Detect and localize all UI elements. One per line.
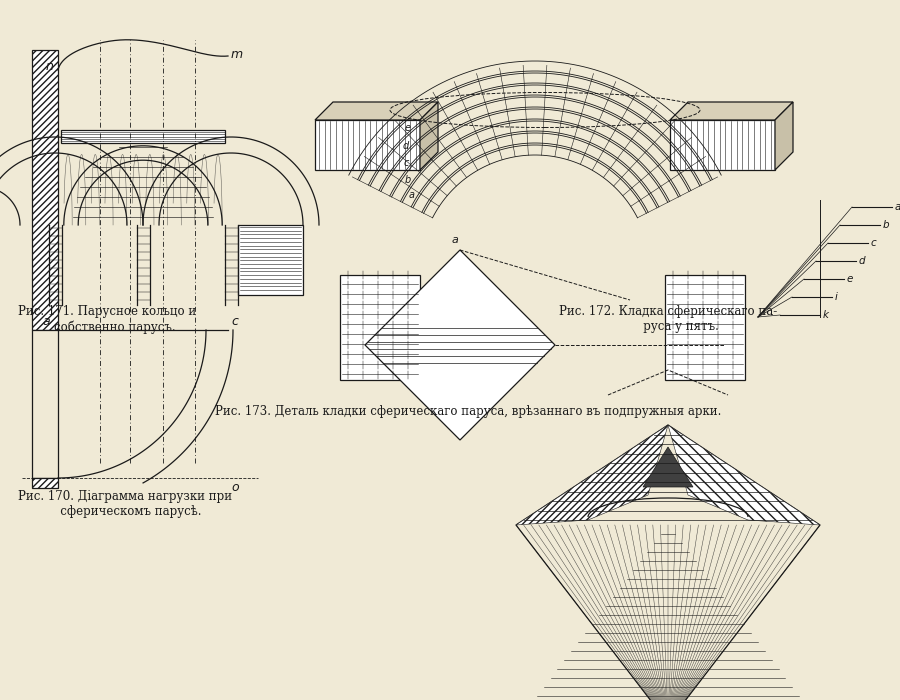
Text: e: e — [404, 123, 410, 133]
Polygon shape — [516, 425, 820, 700]
Text: a: a — [452, 235, 458, 245]
Polygon shape — [670, 102, 793, 120]
Text: Рис. 172. Кладка сферическаго па-
       руса у пятъ.: Рис. 172. Кладка сферическаго па- руса у… — [559, 305, 777, 333]
Polygon shape — [238, 225, 302, 295]
Text: d: d — [402, 141, 409, 151]
Text: b: b — [883, 220, 889, 230]
Text: c: c — [871, 238, 877, 248]
Text: k: k — [823, 310, 829, 320]
Polygon shape — [670, 120, 775, 170]
Polygon shape — [315, 120, 420, 170]
Polygon shape — [32, 50, 58, 330]
Polygon shape — [315, 102, 438, 120]
Text: Рис. 170. Діаграмма нагрузки при
   сферическомъ парусѣ.: Рис. 170. Діаграмма нагрузки при сфериче… — [18, 490, 232, 518]
Text: d: d — [859, 256, 866, 266]
Text: m: m — [231, 48, 243, 62]
Polygon shape — [775, 102, 793, 170]
Text: b: b — [404, 174, 410, 185]
Polygon shape — [32, 330, 58, 478]
Text: o: o — [231, 481, 239, 494]
Text: Рис. 171. Парусное кольцо и
    собственно парусъ.: Рис. 171. Парусное кольцо и собственно п… — [18, 305, 196, 334]
Text: a: a — [895, 202, 900, 212]
Polygon shape — [61, 130, 225, 143]
Polygon shape — [665, 275, 745, 380]
Polygon shape — [420, 102, 438, 170]
Polygon shape — [340, 275, 420, 380]
Polygon shape — [365, 250, 555, 440]
Text: n: n — [45, 60, 53, 73]
Text: a: a — [42, 315, 50, 328]
Text: a: a — [409, 190, 415, 200]
Text: c: c — [403, 158, 409, 168]
Text: c: c — [231, 315, 238, 328]
Polygon shape — [668, 425, 820, 525]
Text: Рис. 173. Деталь кладки сферическаго паруса, врѣзаннаго въ подпружныя арки.: Рис. 173. Деталь кладки сферическаго пар… — [215, 405, 722, 418]
Polygon shape — [643, 447, 693, 487]
Text: e: e — [847, 274, 853, 284]
Polygon shape — [516, 425, 668, 525]
Text: i: i — [835, 292, 838, 302]
Polygon shape — [32, 478, 58, 488]
